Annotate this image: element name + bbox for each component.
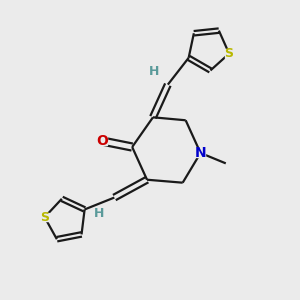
Bar (98, 137, 106, 145)
Text: O: O (97, 134, 108, 148)
Text: S: S (225, 47, 234, 60)
Text: N: N (195, 146, 206, 160)
Text: H: H (94, 207, 105, 220)
Bar (96, 210, 103, 218)
Text: H: H (149, 65, 160, 78)
Text: S: S (40, 211, 49, 224)
Bar (40, 213, 49, 221)
Bar (225, 50, 233, 58)
Bar (196, 149, 205, 157)
Bar (151, 68, 158, 75)
